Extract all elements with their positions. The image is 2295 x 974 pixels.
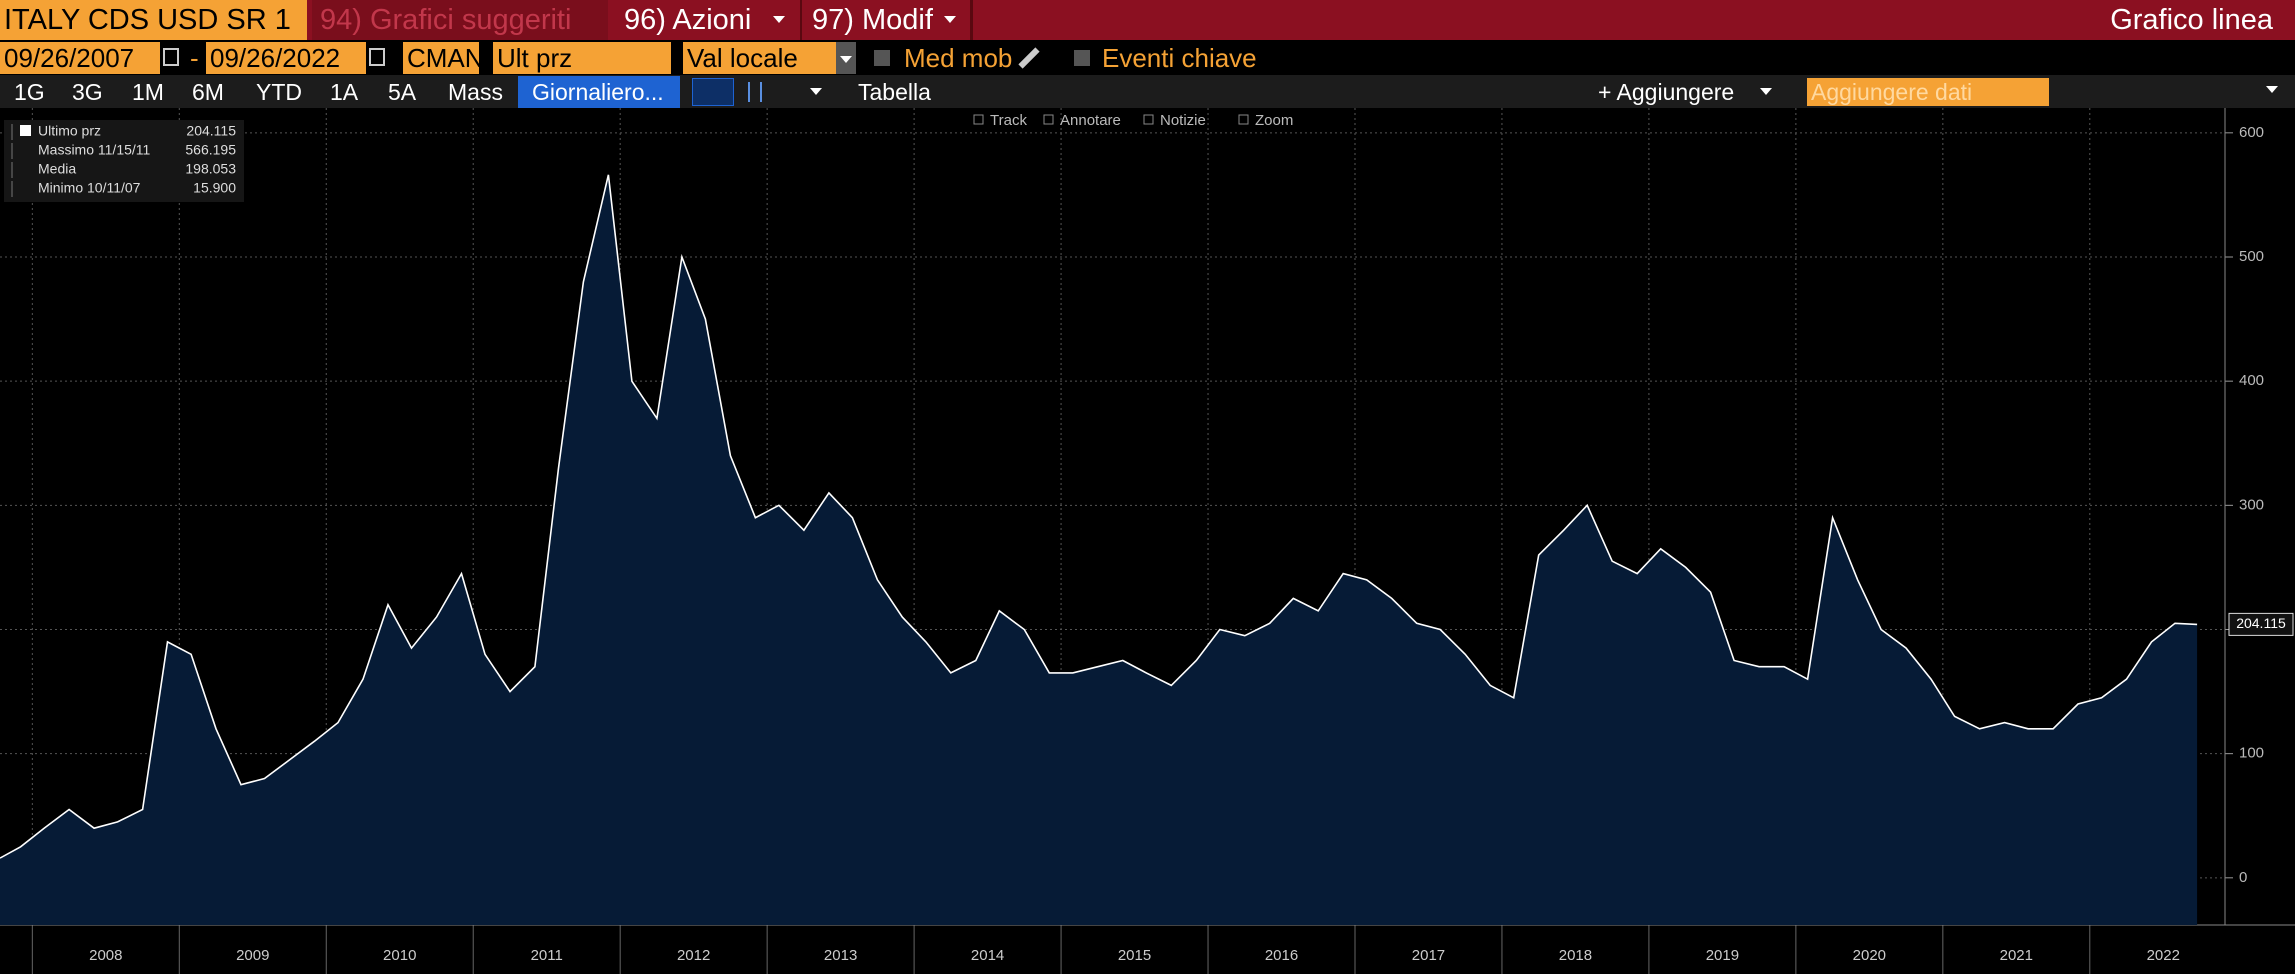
menu-item[interactable]: 94) Grafici suggeriti <box>312 0 608 40</box>
y-tick-label: 100 <box>2239 745 2264 762</box>
checkbox[interactable] <box>1074 50 1090 66</box>
dropdown-arrow <box>944 16 956 23</box>
tool-button: Notizie <box>1160 112 1206 129</box>
checkbox[interactable] <box>874 50 890 66</box>
add-button[interactable]: + Aggiungere <box>1598 79 1735 105</box>
menu-arrow[interactable] <box>2266 86 2278 93</box>
tool-icon <box>1043 114 1054 125</box>
line <box>0 174 2198 859</box>
dropdown-arrow <box>840 56 852 63</box>
legend-name: Massimo 11/15/11 <box>38 142 151 158</box>
security[interactable]: ITALY CDS USD SR 1 <box>0 0 307 40</box>
chart-kind: Grafico linea <box>2110 4 2273 36</box>
period-button[interactable]: 1M <box>132 79 164 105</box>
last-value-tag <box>2228 612 2294 636</box>
menu-item[interactable]: 96) Azioni <box>624 4 752 36</box>
y-tick-label: 300 <box>2239 496 2264 513</box>
y-tick-label: 0 <box>2239 869 2247 886</box>
end-date[interactable]: 09/26/2022 <box>206 42 366 74</box>
period-button[interactable]: YTD <box>256 79 302 105</box>
option[interactable]: Med mob <box>904 43 1013 73</box>
bar-chart-icon[interactable] <box>748 82 762 102</box>
separator <box>970 0 973 40</box>
legend-name: Minimo 10/11/07 <box>38 180 141 196</box>
tool-icon <box>973 114 984 125</box>
legend-box <box>4 120 244 202</box>
legend-value: 204.115 <box>186 123 236 139</box>
period-button[interactable]: 1A <box>330 79 359 105</box>
x-tick-label: 2016 <box>1265 947 1298 964</box>
table-button[interactable]: Tabella <box>858 79 931 105</box>
y-tick-label: 500 <box>2239 248 2264 265</box>
x-tick-label: 2010 <box>383 947 416 964</box>
x-tick-label: 2008 <box>89 947 122 964</box>
x-tick-label: 2019 <box>1706 947 1739 964</box>
x-tick-label: 2018 <box>1559 947 1592 964</box>
period-button[interactable]: 3G <box>72 79 103 105</box>
add-data-input[interactable]: Aggiungere dati <box>1807 78 2049 106</box>
area <box>0 174 2198 926</box>
currency[interactable]: Val locale <box>683 42 836 74</box>
legend-value: 15.900 <box>193 180 236 196</box>
period-button[interactable]: Mass <box>448 79 503 105</box>
period-button[interactable]: 1G <box>14 79 45 105</box>
dropdown-arrow <box>773 16 785 23</box>
calendar-icon[interactable] <box>369 48 385 66</box>
x-tick-label: 2021 <box>2000 947 2033 964</box>
y-tick-label: 600 <box>2239 124 2264 141</box>
source[interactable]: CMAN <box>403 42 484 74</box>
field[interactable]: Ult prz <box>493 42 671 74</box>
frequency[interactable]: Giornaliero... <box>518 76 680 108</box>
option[interactable]: Eventi chiave <box>1102 43 1257 73</box>
last-value-label: 204.115 <box>2236 615 2286 631</box>
y-tick-label: 200 <box>2239 620 2264 637</box>
start-date[interactable]: 09/26/2007 <box>0 42 160 74</box>
tool-icon <box>1143 114 1154 125</box>
dropdown-arrow <box>810 88 822 95</box>
x-tick-label: 2015 <box>1118 947 1151 964</box>
tool-icon <box>1238 114 1249 125</box>
calendar-icon[interactable] <box>163 48 179 66</box>
tool-button: Track <box>990 112 1027 129</box>
x-tick-label: 2014 <box>971 947 1004 964</box>
x-tick-label: 2017 <box>1412 947 1445 964</box>
line-chart-icon[interactable] <box>692 78 734 106</box>
legend-value: 198.053 <box>185 161 236 177</box>
period-button[interactable]: 5A <box>388 79 417 105</box>
x-tick-label: 2013 <box>824 947 857 964</box>
pencil-icon[interactable] <box>1018 47 1040 69</box>
menu-item[interactable]: 97) Modif <box>800 0 970 40</box>
y-tick-label: 400 <box>2239 372 2264 389</box>
tool-button: Zoom <box>1255 112 1293 129</box>
x-tick-label: 2011 <box>531 947 563 964</box>
date-separator: - <box>190 43 199 73</box>
legend-name: Media <box>38 161 76 177</box>
period-button[interactable]: 6M <box>192 79 224 105</box>
x-tick-label: 2020 <box>1853 947 1886 964</box>
x-tick-label: 2012 <box>677 947 710 964</box>
legend-swatch <box>20 125 31 136</box>
x-tick-label: 2022 <box>2147 947 2180 964</box>
legend-name: Ultimo prz <box>38 123 101 139</box>
x-tick-label: 2009 <box>236 947 269 964</box>
tool-button: Annotare <box>1060 112 1121 129</box>
legend-value: 566.195 <box>185 142 236 158</box>
dropdown-arrow <box>1760 88 1772 95</box>
